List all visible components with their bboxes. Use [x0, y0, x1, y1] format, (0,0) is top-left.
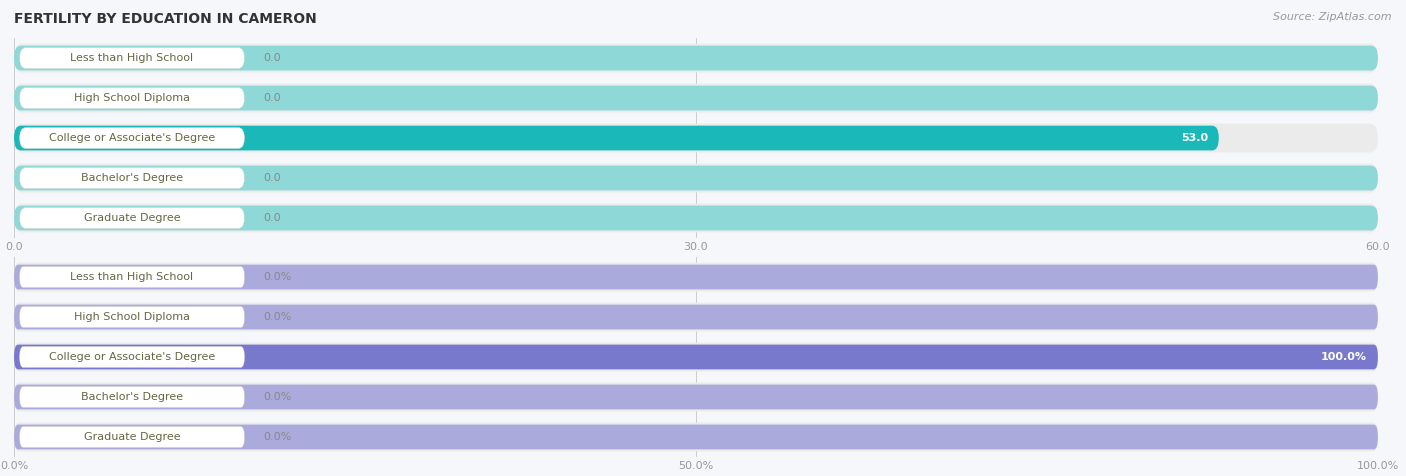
FancyBboxPatch shape [14, 206, 1378, 230]
FancyBboxPatch shape [14, 86, 1378, 110]
Text: 0.0: 0.0 [264, 93, 281, 103]
Text: Less than High School: Less than High School [70, 272, 194, 282]
Text: Graduate Degree: Graduate Degree [84, 432, 180, 442]
Text: 0.0%: 0.0% [264, 392, 292, 402]
FancyBboxPatch shape [14, 383, 1378, 411]
Text: 100.0%: 100.0% [1322, 352, 1367, 362]
FancyBboxPatch shape [14, 46, 1378, 70]
FancyBboxPatch shape [14, 124, 1378, 152]
Text: FERTILITY BY EDUCATION IN CAMERON: FERTILITY BY EDUCATION IN CAMERON [14, 12, 316, 26]
FancyBboxPatch shape [14, 343, 1378, 371]
FancyBboxPatch shape [14, 164, 1378, 192]
FancyBboxPatch shape [14, 44, 1378, 72]
Text: College or Associate's Degree: College or Associate's Degree [49, 133, 215, 143]
Text: Source: ZipAtlas.com: Source: ZipAtlas.com [1274, 12, 1392, 22]
FancyBboxPatch shape [20, 48, 245, 69]
Text: 0.0: 0.0 [264, 213, 281, 223]
FancyBboxPatch shape [20, 387, 245, 407]
FancyBboxPatch shape [14, 204, 1378, 232]
Text: College or Associate's Degree: College or Associate's Degree [49, 352, 215, 362]
Text: Bachelor's Degree: Bachelor's Degree [82, 392, 183, 402]
Text: Less than High School: Less than High School [70, 53, 194, 63]
FancyBboxPatch shape [20, 267, 245, 288]
FancyBboxPatch shape [14, 303, 1378, 331]
Text: 0.0: 0.0 [264, 53, 281, 63]
Text: Graduate Degree: Graduate Degree [84, 213, 180, 223]
FancyBboxPatch shape [14, 423, 1378, 451]
Text: 0.0%: 0.0% [264, 432, 292, 442]
FancyBboxPatch shape [14, 265, 1378, 289]
FancyBboxPatch shape [14, 126, 1219, 150]
Text: High School Diploma: High School Diploma [75, 93, 190, 103]
FancyBboxPatch shape [20, 208, 245, 228]
FancyBboxPatch shape [14, 345, 1378, 369]
FancyBboxPatch shape [20, 426, 245, 447]
FancyBboxPatch shape [14, 385, 1378, 409]
Text: 0.0%: 0.0% [264, 312, 292, 322]
FancyBboxPatch shape [20, 168, 245, 188]
FancyBboxPatch shape [14, 84, 1378, 112]
FancyBboxPatch shape [14, 425, 1378, 449]
FancyBboxPatch shape [20, 128, 245, 149]
FancyBboxPatch shape [20, 88, 245, 109]
Text: High School Diploma: High School Diploma [75, 312, 190, 322]
FancyBboxPatch shape [14, 305, 1378, 329]
Text: 53.0: 53.0 [1181, 133, 1208, 143]
Text: 0.0: 0.0 [264, 173, 281, 183]
FancyBboxPatch shape [20, 347, 245, 367]
Text: Bachelor's Degree: Bachelor's Degree [82, 173, 183, 183]
FancyBboxPatch shape [14, 166, 1378, 190]
FancyBboxPatch shape [20, 307, 245, 327]
Text: 0.0%: 0.0% [264, 272, 292, 282]
FancyBboxPatch shape [14, 263, 1378, 291]
